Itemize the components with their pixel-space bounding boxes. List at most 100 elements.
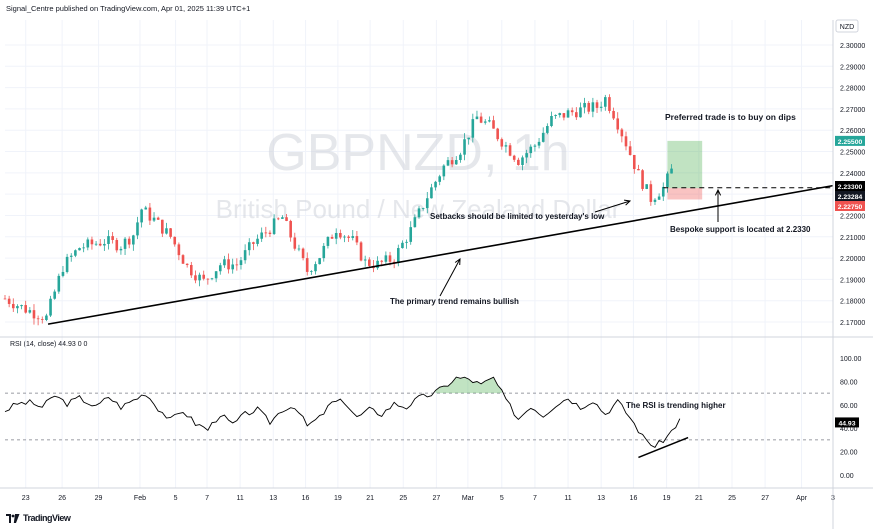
candle-body [123,238,127,249]
candle-body [32,310,36,319]
candle-body [599,106,603,108]
price-tick-label: 2.28000 [840,86,865,93]
candle-body [169,228,172,237]
annotation-support: Bespoke support is located at 2.2330 [670,225,811,234]
candle-body [301,248,305,259]
candle-body [409,227,413,242]
candle-body [417,208,421,218]
candle-body [363,259,367,261]
rsi-tick-label: 60.00 [840,403,858,410]
price-tick-label: 2.26000 [840,128,865,135]
candle-body [314,264,317,272]
candle-body [20,305,23,307]
candle-body [641,170,644,189]
candle-body [310,271,313,272]
candle-body [339,233,342,238]
candle-body [293,237,297,249]
candle-body [525,153,528,158]
candle-body [218,265,222,272]
rsi-line [4,376,681,449]
rsi-trend-line [638,436,689,459]
candle-body [127,238,131,245]
arrow-primary-trend-head [454,257,461,266]
time-tick-label: 19 [663,495,671,502]
price-tick-label: 2.25000 [840,150,865,157]
candle-body [36,318,40,320]
price-tick-label: 2.19000 [840,277,865,284]
candle-body [177,244,181,256]
position-zones [667,140,703,200]
candle-body [587,102,591,112]
candle-body [227,259,230,270]
candle-body [136,222,139,236]
candle-body [425,198,429,209]
candle-body [628,146,632,155]
candle-body [475,116,479,120]
candle-body [612,110,615,119]
time-tick-label: 25 [728,495,736,502]
candle-body [570,110,574,113]
candle-body [608,97,611,111]
candle-body [190,265,193,276]
candle-body [45,315,48,321]
tradingview-footer[interactable]: TradingView [6,513,71,523]
candle-body [454,160,458,165]
candle-body [119,248,123,251]
price-tick-label: 2.21000 [840,235,865,242]
time-tick-label: 27 [432,495,440,502]
candle-body [463,139,466,155]
price-tick-label: 2.24000 [840,171,865,178]
candle-body [397,248,400,263]
candle-body [604,97,607,107]
arrow-setbacks [594,200,631,213]
candle-body [351,236,355,238]
price-badge-label: 2.22750 [838,204,863,211]
time-tick-label: 7 [205,495,209,502]
candle-body [281,217,284,219]
candle-body [492,120,495,129]
price-badge [835,201,865,211]
candle-body [517,159,520,166]
candle-body [285,217,288,221]
rsi-value-badge [835,417,859,428]
candle-body [343,236,346,238]
candle-body [94,243,98,245]
tradingview-brand: TradingView [23,513,71,523]
price-badge [835,135,865,146]
time-tick-label: Mar [462,495,475,502]
price-badge [835,191,865,201]
candle-body [289,220,292,238]
rsi-tick-label: 20.00 [840,450,858,457]
candle-body [165,228,168,234]
tradingview-logo-icon [6,513,20,523]
time-tick-label: 21 [366,495,374,502]
candle-body [61,271,65,276]
candle-body [148,207,152,221]
candle-body [268,232,272,234]
candle-body [252,242,255,244]
candle-body [260,232,263,239]
time-tick-label: Feb [134,495,146,502]
candle-body [239,260,243,266]
candle-body [558,113,562,116]
candle-body [144,207,148,210]
candle-body [256,238,259,244]
candle-body [82,247,85,249]
candle-body [140,209,143,223]
candle-body [264,232,268,234]
candle-body [326,236,330,246]
candle-body [297,248,301,250]
candle-body [550,115,553,127]
candle-body [322,245,326,259]
candle-body [657,196,661,200]
candle-body [86,239,90,248]
time-tick-label: 11 [564,495,571,502]
candle-body [579,107,582,118]
time-tick-label: 29 [95,495,103,502]
candle-body [74,250,77,256]
target-zone [667,140,703,189]
candle-body [330,236,334,239]
candle-body [206,278,210,280]
candle-body [450,160,454,165]
